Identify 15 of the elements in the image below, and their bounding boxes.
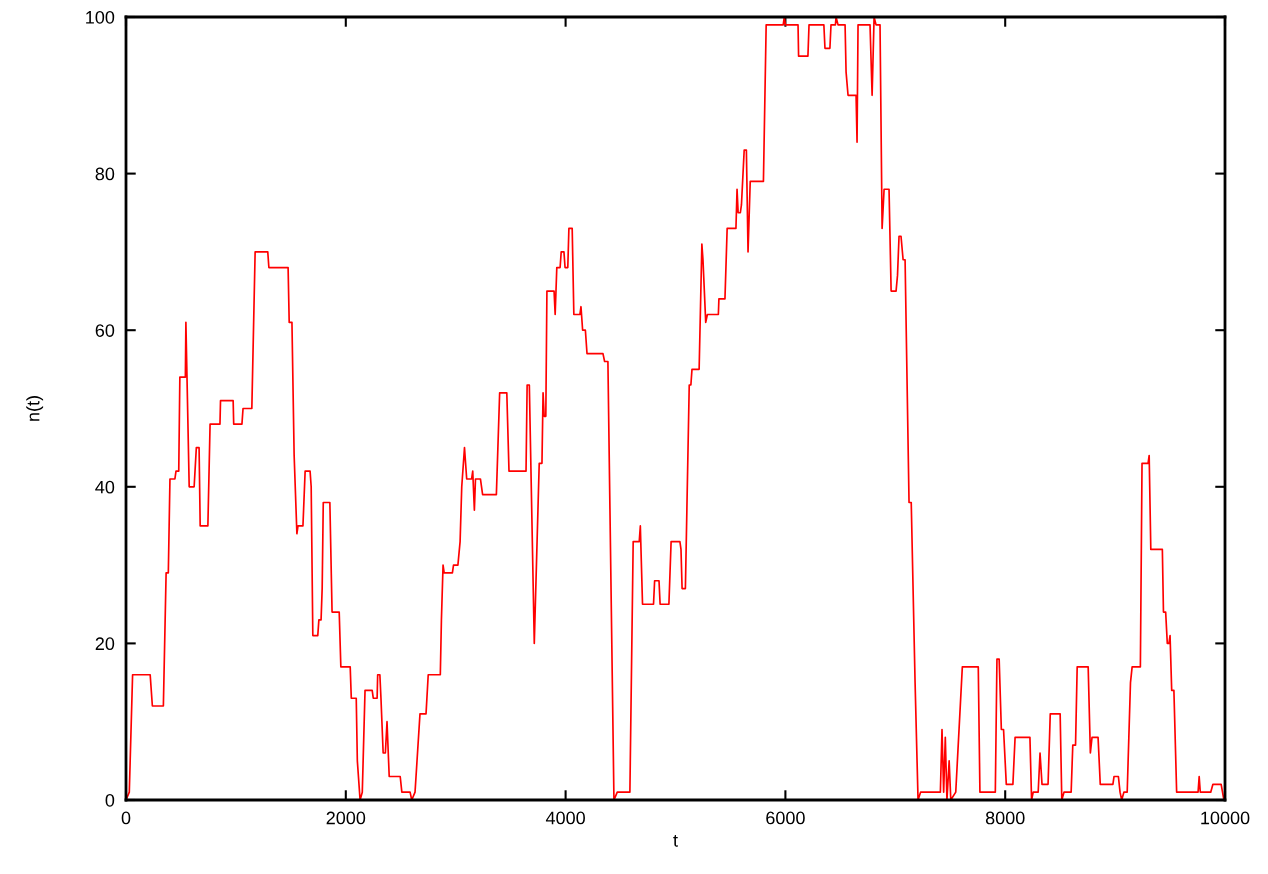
x-tick-label: 0: [121, 811, 131, 825]
x-axis-title: t: [673, 834, 678, 847]
line-series: [126, 17, 1225, 800]
x-tick-label: 2000: [326, 811, 366, 825]
y-axis-title: n(t): [26, 396, 44, 421]
y-tick-label: 100: [86, 10, 115, 24]
x-tick-label: 10000: [1201, 811, 1250, 825]
y-tick-label: 0: [105, 793, 115, 807]
x-tick-label: 8000: [985, 811, 1025, 825]
y-tick-label: 20: [95, 637, 115, 651]
y-tick-label: 80: [95, 167, 115, 181]
x-tick-label: 4000: [545, 811, 585, 825]
x-tick-label: 6000: [766, 811, 805, 825]
y-tick-label: 60: [95, 324, 115, 337]
y-tick-label: 40: [95, 480, 115, 494]
